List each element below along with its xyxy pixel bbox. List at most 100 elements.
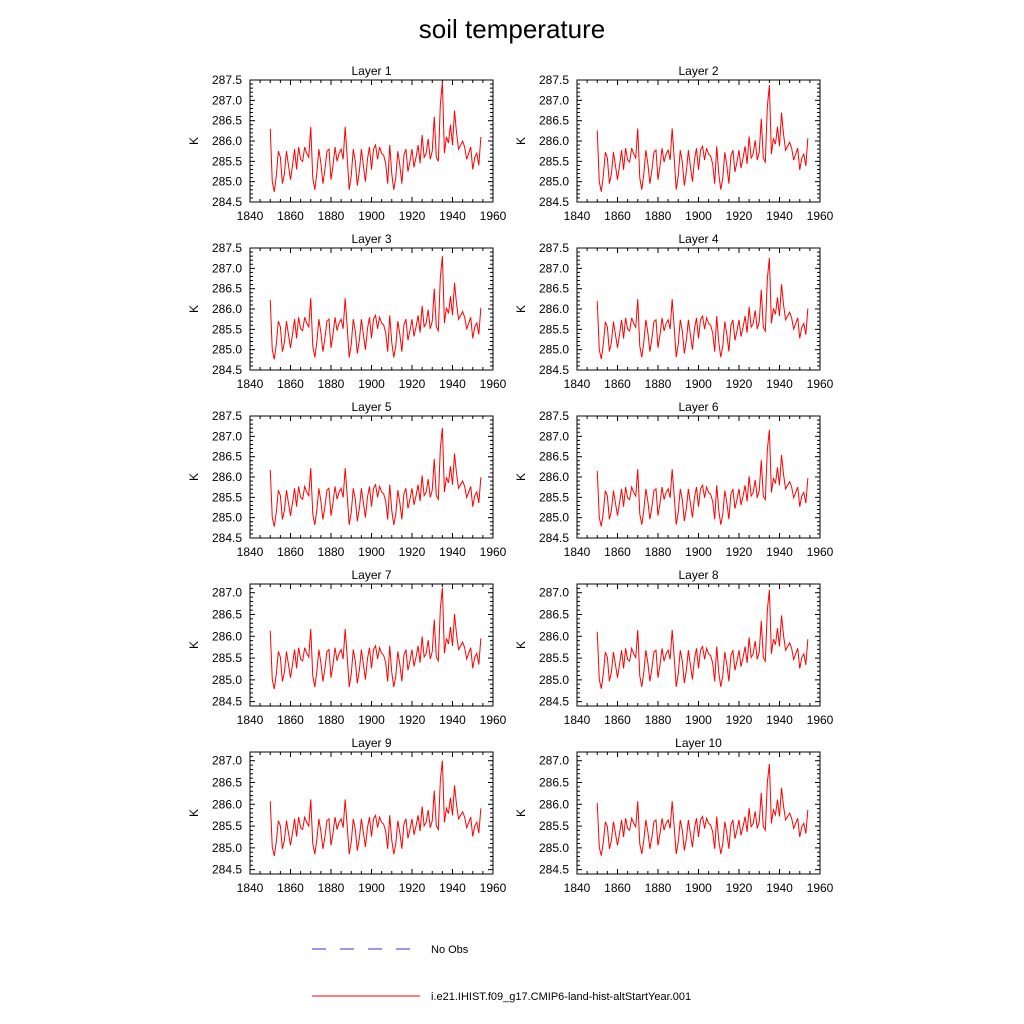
y-tick-label: 285.5 [539, 322, 569, 336]
y-tick-label: 284.5 [539, 695, 569, 709]
y-axis-label: K [514, 641, 528, 649]
x-tick-label: 1900 [358, 545, 385, 559]
y-tick-label: 287.5 [539, 241, 569, 255]
y-tick-label: 284.5 [212, 863, 242, 877]
x-tick-label: 1880 [318, 713, 345, 727]
x-tick-label: 1860 [277, 713, 304, 727]
panel-layer-3: Layer 3 1840 1860 1880 1900 1920 1940 1960 284.5… [187, 232, 507, 391]
x-tick-label: 1960 [480, 545, 507, 559]
x-tick-label: 1880 [645, 881, 672, 895]
x-tick-label: 1880 [645, 545, 672, 559]
x-tick-label: 1880 [645, 377, 672, 391]
x-tick-label: 1960 [480, 713, 507, 727]
panel-layer-1: Layer 1 1840 1860 1880 1900 1920 1940 1960 284.5… [187, 64, 507, 223]
y-tick-label: 287.0 [212, 586, 242, 600]
y-tick-label: 287.0 [539, 429, 569, 443]
x-tick-label: 1940 [439, 713, 466, 727]
series-line [596, 85, 809, 192]
series-line [269, 256, 482, 360]
y-tick-label: 286.5 [212, 114, 242, 128]
x-tick-label: 1860 [277, 209, 304, 223]
y-tick-label: 285.5 [212, 651, 242, 665]
y-tick-label: 284.5 [539, 195, 569, 209]
y-tick-label: 285.5 [212, 819, 242, 833]
y-tick-label: 286.5 [212, 776, 242, 790]
x-tick-label: 1940 [766, 881, 793, 895]
y-tick-label: 285.0 [212, 841, 242, 855]
plot-frame [249, 583, 494, 707]
y-tick-label: 286.5 [539, 114, 569, 128]
x-tick-label: 1940 [439, 545, 466, 559]
y-axis-label: K [187, 137, 201, 145]
y-tick-label: 285.5 [212, 490, 242, 504]
y-tick-label: 286.0 [539, 629, 569, 643]
panel-layer-2: Layer 2 1840 1860 1880 1900 1920 1940 1960 284.5… [514, 64, 834, 223]
y-tick-label: 284.5 [212, 695, 242, 709]
y-tick-label: 284.5 [212, 363, 242, 377]
y-tick-label: 286.0 [539, 470, 569, 484]
x-tick-label: 1960 [480, 377, 507, 391]
y-tick-label: 285.5 [539, 819, 569, 833]
panel-layer-4: Layer 4 1840 1860 1880 1900 1920 1940 1960 284.5… [514, 232, 834, 391]
y-axis-label: K [514, 137, 528, 145]
y-axis-label: K [187, 305, 201, 313]
chart-title: soil temperature [418, 14, 606, 44]
y-tick-label: 285.0 [539, 841, 569, 855]
panel-layer-9: Layer 9 1840 1860 1880 1900 1920 1940 1960 284.5… [187, 736, 507, 895]
x-tick-label: 1840 [237, 377, 264, 391]
x-tick-label: 1880 [318, 209, 345, 223]
panel-title: Layer 10 [675, 736, 722, 750]
y-tick-label: 285.5 [539, 490, 569, 504]
x-tick-label: 1900 [685, 209, 712, 223]
x-tick-label: 1940 [439, 881, 466, 895]
x-tick-label: 1900 [685, 881, 712, 895]
series-line [269, 427, 482, 527]
x-tick-label: 1860 [604, 881, 631, 895]
legend-entry: i.e21.IHIST.f09_g17.CMIP6-land-hist-altS… [312, 991, 691, 1003]
x-tick-label: 1900 [358, 209, 385, 223]
series-line [596, 763, 809, 856]
y-tick-label: 284.5 [539, 363, 569, 377]
panel-layer-5: Layer 5 1840 1860 1880 1900 1920 1940 1960 284.5… [187, 400, 507, 559]
x-tick-label: 1840 [564, 713, 591, 727]
y-tick-label: 284.5 [212, 531, 242, 545]
y-tick-label: 286.5 [212, 608, 242, 622]
y-tick-label: 285.0 [539, 673, 569, 687]
y-tick-label: 284.5 [539, 863, 569, 877]
x-tick-label: 1860 [277, 545, 304, 559]
y-tick-label: 285.5 [539, 651, 569, 665]
y-tick-label: 286.0 [212, 134, 242, 148]
panel-title: Layer 3 [351, 232, 391, 246]
x-tick-label: 1900 [685, 377, 712, 391]
x-tick-label: 1960 [807, 377, 834, 391]
x-tick-label: 1840 [237, 713, 264, 727]
x-tick-label: 1840 [564, 545, 591, 559]
series-line [596, 589, 809, 689]
x-tick-label: 1940 [766, 377, 793, 391]
x-tick-label: 1880 [645, 713, 672, 727]
series-line [269, 587, 482, 690]
y-tick-label: 287.5 [539, 73, 569, 87]
x-tick-label: 1960 [480, 881, 507, 895]
x-tick-label: 1840 [237, 545, 264, 559]
y-tick-label: 287.0 [212, 754, 242, 768]
x-tick-label: 1920 [726, 881, 753, 895]
y-tick-label: 286.0 [539, 134, 569, 148]
legend-entry: No Obs [312, 944, 469, 956]
x-tick-label: 1840 [564, 881, 591, 895]
plot-frame [249, 79, 494, 203]
x-tick-label: 1840 [237, 881, 264, 895]
y-axis-label: K [514, 305, 528, 313]
x-tick-label: 1940 [439, 209, 466, 223]
y-tick-label: 285.0 [212, 511, 242, 525]
y-tick-label: 285.0 [212, 673, 242, 687]
y-tick-label: 286.0 [212, 797, 242, 811]
panel-title: Layer 4 [678, 232, 718, 246]
y-axis-label: K [187, 809, 201, 817]
x-tick-label: 1920 [399, 713, 426, 727]
x-tick-label: 1920 [726, 545, 753, 559]
y-tick-label: 286.0 [539, 797, 569, 811]
y-axis-label: K [514, 473, 528, 481]
y-axis-label: K [514, 809, 528, 817]
